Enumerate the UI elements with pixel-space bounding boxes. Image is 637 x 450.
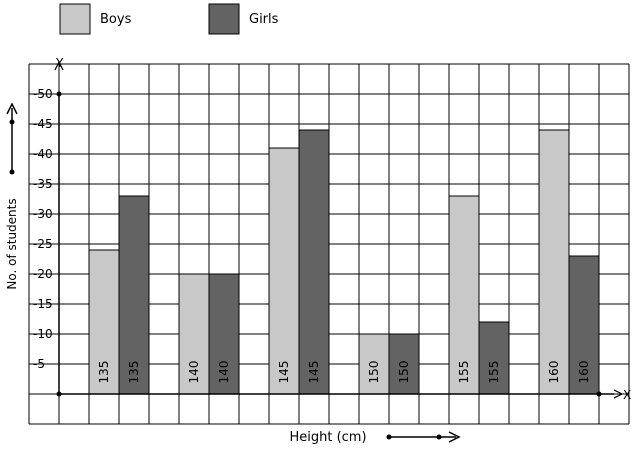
y-axis-end-dot: [56, 91, 62, 97]
bar-girls-140: [208, 273, 240, 395]
x-axis-arrowhead: [613, 389, 624, 399]
legend: Boys Girls: [59, 3, 279, 35]
bar-label-girls-155: 155: [487, 361, 501, 384]
y-tick-label-30: -30: [33, 207, 53, 221]
bar-label-boys-160: 160: [547, 361, 561, 384]
y-tick-label-45: -45: [33, 117, 53, 131]
y-tick-label-10: -10: [33, 327, 53, 341]
bar-girls-145: [298, 129, 330, 395]
y-axis-arrowhead: [54, 60, 64, 71]
bar-label-girls-135: 135: [127, 361, 141, 384]
bar-boys-135: [88, 249, 120, 395]
bar-label-boys-135: 135: [97, 361, 111, 384]
x-axis-end-dot: [596, 391, 602, 397]
bar-girls-160: [568, 255, 600, 395]
bar-boys-145: [268, 147, 300, 395]
x-axis-letter: X: [623, 388, 631, 402]
bar-label-boys-155: 155: [457, 361, 471, 384]
y-ticks: -5 -10 -15 -20 -25 -30 -35 -40 -45 -50: [33, 87, 53, 371]
legend-label-girls: Girls: [249, 12, 279, 27]
bar-label-girls-160: 160: [577, 361, 591, 384]
legend-label-boys: Boys: [100, 12, 132, 27]
bar-girls-135: [118, 195, 150, 395]
y-tick-label-40: -40: [33, 147, 53, 161]
y-axis-letter: Y: [55, 56, 64, 70]
bar-labels: 135 135 140 140 145 145 150 150 155 155 160 160: [97, 361, 591, 384]
bar-boys-150: [358, 333, 390, 395]
y-direction-arrow-decoration: [6, 102, 18, 175]
y-tick-label-15: -15: [33, 297, 53, 311]
y-axis-label: No. of students: [5, 198, 19, 289]
bar-label-girls-150: 150: [397, 361, 411, 384]
bar-label-girls-145: 145: [307, 361, 321, 384]
bar-label-boys-145: 145: [277, 361, 291, 384]
bar-label-girls-140: 140: [217, 361, 231, 384]
legend-swatch-girls: [208, 3, 240, 35]
axes: [54, 60, 624, 399]
bar-boys-160: [538, 129, 570, 395]
y-tick-label-5: -5: [33, 357, 45, 371]
y-tick-label-35: -35: [33, 177, 53, 191]
x-axis-label: Height (cm): [289, 430, 366, 445]
y-tick-label-20: -20: [33, 267, 53, 281]
y-tick-label-50: -50: [33, 87, 53, 101]
legend-swatch-boys: [59, 3, 91, 35]
x-direction-arrow-decoration: [386, 431, 461, 443]
bars: [88, 129, 600, 395]
bar-label-boys-150: 150: [367, 361, 381, 384]
y-tick-label-25: -25: [33, 237, 53, 251]
bar-label-boys-140: 140: [187, 361, 201, 384]
bar-girls-155: [478, 321, 510, 395]
origin-dot: [56, 391, 62, 397]
